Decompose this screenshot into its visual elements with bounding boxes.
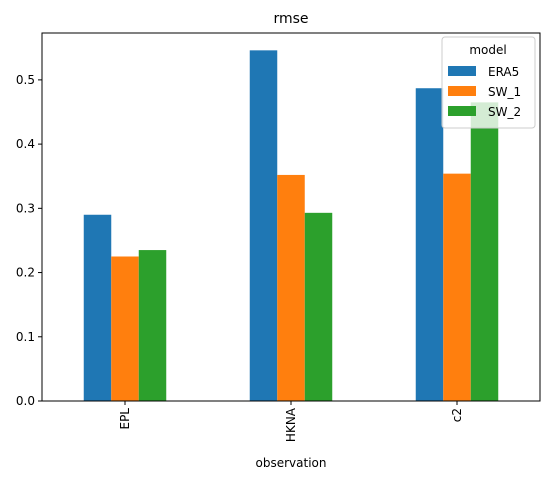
x-axis-label: observation <box>256 456 327 470</box>
x-tick-label: HKNA <box>284 407 298 442</box>
legend-swatch <box>448 66 476 76</box>
y-tick-label: 0.4 <box>16 137 35 151</box>
legend-label: SW_2 <box>488 105 521 119</box>
legend-swatch <box>448 86 476 96</box>
legend-title: model <box>469 43 506 57</box>
legend-swatch <box>448 106 476 116</box>
bar-sw-1-hkna <box>277 174 305 401</box>
x-tick-label: EPL <box>118 408 132 430</box>
bar-era5-c2 <box>415 88 444 401</box>
bar-sw-1-c2 <box>443 173 471 401</box>
y-tick-label: 0.1 <box>16 330 35 344</box>
legend-label: SW_1 <box>488 85 521 99</box>
y-axis: 0.0 0.1 0.2 0.3 0.4 0.5 <box>16 73 42 408</box>
x-tick-label: c2 <box>450 408 464 422</box>
y-tick-label: 0.5 <box>16 73 35 87</box>
bar-sw-1-epl <box>111 256 139 401</box>
bar-sw-2-hkna <box>304 212 333 401</box>
chart-title: rmse <box>273 11 308 27</box>
x-axis: EPL HKNA c2 <box>118 401 464 442</box>
legend: model ERA5 SW_1 SW_2 <box>441 36 536 129</box>
bar-sw-2-c2 <box>470 102 499 401</box>
bar-sw-2-epl <box>138 250 167 401</box>
legend-label: ERA5 <box>488 65 519 79</box>
y-tick-label: 0.0 <box>16 394 35 408</box>
bar-era5-hkna <box>249 50 278 402</box>
bars-group <box>83 50 499 402</box>
y-tick-label: 0.3 <box>16 201 35 215</box>
plot-frame <box>41 32 541 402</box>
legend-box <box>441 36 536 129</box>
bar-era5-epl <box>83 214 112 401</box>
y-tick-label: 0.2 <box>16 266 35 280</box>
